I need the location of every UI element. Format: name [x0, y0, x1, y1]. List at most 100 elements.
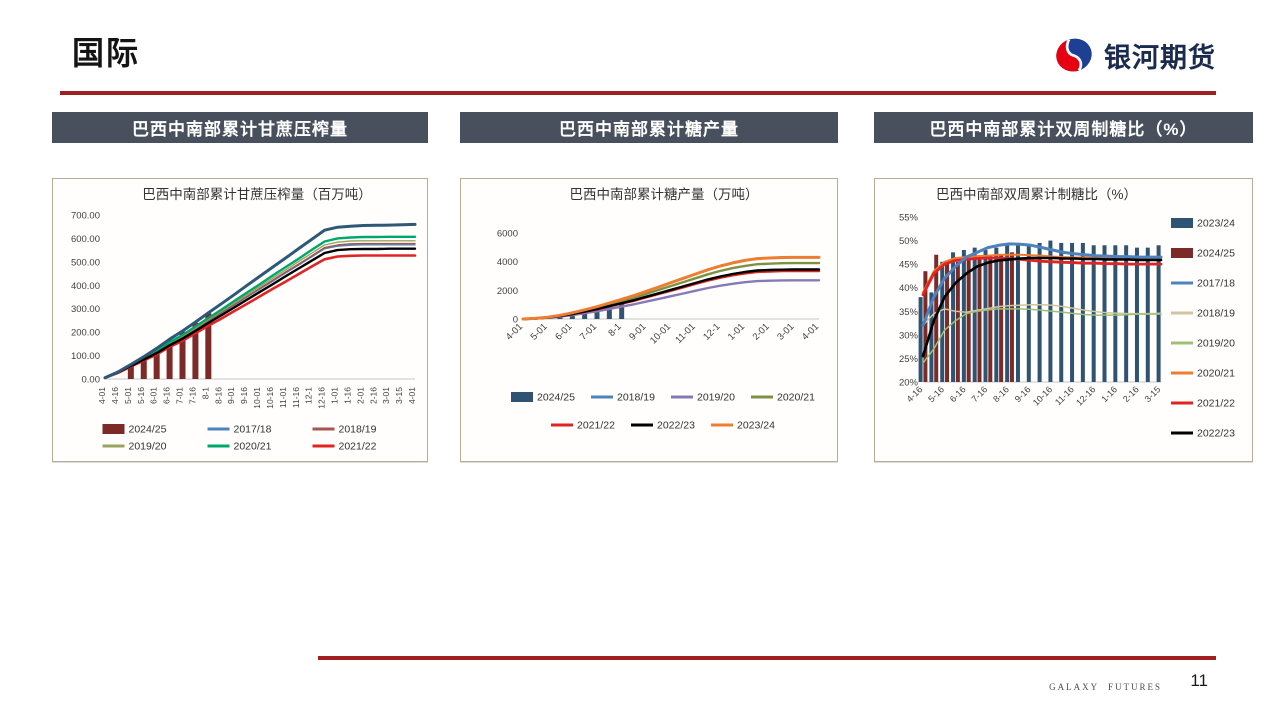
svg-text:300.00: 300.00 [71, 304, 100, 315]
svg-text:4-01: 4-01 [97, 387, 107, 404]
legend-item: 2019/20 [1171, 338, 1235, 350]
svg-text:2017/18: 2017/18 [234, 424, 272, 436]
svg-text:2022/23: 2022/23 [1197, 428, 1235, 440]
section-header-crush: 巴西中南部累计甘蔗压榨量 [52, 112, 428, 143]
svg-text:2021/22: 2021/22 [339, 441, 377, 453]
chart-plot: 0.00 100.00 200.00 300.00 400.00 500.00 600.00… [71, 211, 417, 453]
legend-item: 2019/20 [671, 392, 735, 404]
svg-text:11-16: 11-16 [291, 387, 301, 408]
svg-text:4000: 4000 [497, 257, 518, 268]
page-number: 11 [1190, 671, 1208, 690]
svg-text:35%: 35% [899, 307, 919, 318]
brand-logo: 银河期货 [1053, 34, 1216, 76]
legend-item: 2018/19 [312, 424, 377, 436]
svg-text:10-16: 10-16 [265, 387, 275, 409]
legend-item: 2022/23 [631, 420, 695, 432]
svg-text:2000: 2000 [497, 286, 518, 297]
legend-item: 2021/22 [551, 420, 615, 432]
svg-text:2020/21: 2020/21 [777, 392, 815, 404]
svg-text:8-1: 8-1 [606, 321, 623, 338]
chart-title-sugar: 巴西中南部累计糖产量（万吨） [569, 187, 759, 202]
legend-item: 2024/25 [102, 424, 167, 436]
svg-text:500.00: 500.00 [71, 257, 100, 268]
legend-item: 2020/21 [1171, 368, 1235, 380]
svg-text:12-16: 12-16 [317, 387, 327, 409]
svg-text:2-16: 2-16 [368, 387, 378, 404]
svg-text:0: 0 [513, 315, 518, 326]
svg-text:5-01: 5-01 [529, 321, 550, 342]
svg-text:3-01: 3-01 [775, 321, 796, 342]
legend-item: 2021/22 [1171, 398, 1235, 410]
svg-text:2024/25: 2024/25 [129, 424, 167, 436]
svg-text:10-16: 10-16 [1031, 384, 1054, 407]
svg-text:12-1: 12-1 [701, 321, 722, 342]
svg-text:2024/25: 2024/25 [1197, 248, 1235, 260]
svg-text:4-01: 4-01 [800, 321, 821, 342]
svg-text:3-15: 3-15 [394, 387, 404, 404]
svg-text:12-1: 12-1 [304, 387, 314, 404]
svg-text:6-01: 6-01 [553, 321, 574, 342]
svg-text:10-01: 10-01 [648, 321, 673, 346]
svg-text:2-01: 2-01 [355, 387, 365, 404]
svg-text:5-01: 5-01 [123, 387, 133, 404]
panel-sugarcane-crush: 巴西中南部累计甘蔗压榨量 巴西中南部累计甘蔗压榨量（百万吨） 0.00 100.0… [52, 112, 428, 462]
page-title: 国际 [72, 35, 141, 71]
title-divider [60, 91, 1216, 95]
legend-item: 2024/25 [1171, 248, 1235, 260]
svg-text:11-16: 11-16 [1053, 384, 1076, 407]
svg-text:6-16: 6-16 [948, 384, 968, 404]
svg-text:20%: 20% [899, 378, 919, 389]
legend-item: 2019/20 [102, 441, 167, 453]
svg-text:6-01: 6-01 [149, 387, 159, 404]
chart-canvas-ratio: 20% 25% 30% 35% 40% 45% 50% 55% 4-16 5-16 6-16 7-16… [875, 207, 1252, 455]
svg-text:2018/19: 2018/19 [617, 392, 655, 404]
svg-text:9-01: 9-01 [627, 321, 648, 342]
legend-item: 2017/18 [1171, 278, 1235, 290]
legend-item: 2018/19 [591, 392, 655, 404]
chart-box-ratio: 巴西中南部双周累计制糖比（%） 20% 25% 30% 35% 40% 45% 50% 55%… [874, 178, 1253, 462]
panel-sugar-output: 巴西中南部累计糖产量 巴西中南部累计糖产量（万吨） 0 2000 4000 6000 4… [460, 112, 838, 462]
section-header-sugar: 巴西中南部累计糖产量 [460, 112, 838, 143]
svg-text:4-01: 4-01 [407, 387, 417, 404]
chart-plot: 20%25%30%35%40%45%50%55%4-16 5-16 6-16 7-16… [899, 213, 1235, 440]
chart-title-crush: 巴西中南部累计甘蔗压榨量（百万吨） [142, 187, 372, 202]
svg-text:6000: 6000 [497, 229, 518, 240]
svg-text:8-16: 8-16 [991, 384, 1011, 404]
svg-text:2021/22: 2021/22 [577, 420, 615, 432]
svg-text:9-16: 9-16 [239, 387, 249, 404]
svg-text:600.00: 600.00 [71, 234, 100, 245]
svg-text:2020/21: 2020/21 [234, 441, 272, 453]
svg-text:6-16: 6-16 [162, 387, 172, 404]
svg-text:2020/21: 2020/21 [1197, 368, 1235, 380]
panel-sugar-mix-ratio: 巴西中南部累计双周制糖比（%） 巴西中南部双周累计制糖比（%） 20% 25% 30… [874, 112, 1253, 462]
svg-text:400.00: 400.00 [71, 281, 100, 292]
svg-text:55%: 55% [899, 213, 919, 224]
svg-text:3-15: 3-15 [1143, 384, 1163, 404]
svg-text:2017/18: 2017/18 [1197, 278, 1235, 290]
legend-item: 2018/19 [1171, 308, 1235, 320]
svg-text:30%: 30% [899, 330, 919, 341]
svg-text:2019/20: 2019/20 [129, 441, 167, 453]
galaxy-swirl-icon [1056, 38, 1092, 72]
legend-item: 2023/24 [711, 420, 775, 432]
svg-text:8-16: 8-16 [213, 387, 223, 404]
svg-text:10-01: 10-01 [252, 387, 262, 409]
svg-text:2023/24: 2023/24 [1197, 218, 1235, 230]
svg-text:2-16: 2-16 [1121, 384, 1141, 404]
svg-text:0.00: 0.00 [82, 375, 101, 386]
footer-divider [318, 656, 1216, 660]
svg-text:2018/19: 2018/19 [339, 424, 377, 436]
chart-canvas-crush: 0.00 100.00 200.00 300.00 400.00 500.00 600.00… [53, 207, 427, 455]
svg-text:2022/23: 2022/23 [657, 420, 695, 432]
legend-item: 2021/22 [312, 441, 377, 453]
svg-text:2023/24: 2023/24 [737, 420, 775, 432]
legend-item: 2022/23 [1171, 428, 1235, 440]
svg-text:700.00: 700.00 [71, 211, 100, 222]
svg-text:1-01: 1-01 [330, 387, 340, 404]
svg-text:2018/19: 2018/19 [1197, 308, 1235, 320]
svg-text:40%: 40% [899, 283, 919, 294]
svg-text:11-01: 11-01 [673, 321, 697, 345]
svg-text:3-01: 3-01 [381, 387, 391, 404]
svg-text:4-01: 4-01 [504, 321, 525, 342]
